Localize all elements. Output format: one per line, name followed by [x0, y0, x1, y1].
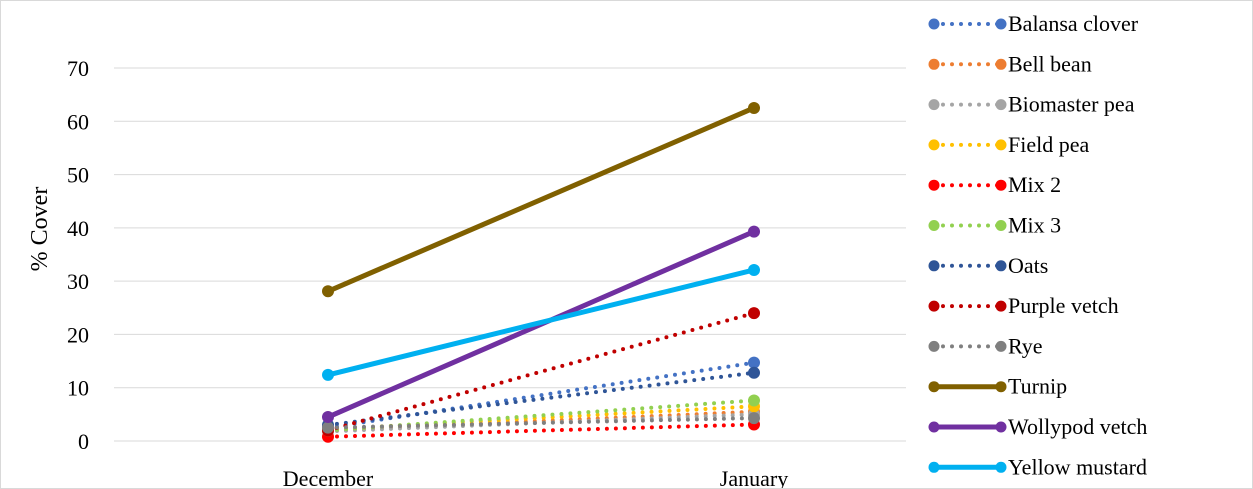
legend-label: Bell bean: [1008, 51, 1092, 76]
series-bell-bean: [322, 405, 760, 437]
x-tick-label: December: [283, 466, 374, 488]
legend-marker: [995, 179, 1007, 191]
legend-entry: Rye: [928, 333, 1043, 358]
series-field-pea: [322, 400, 760, 436]
legend-marker: [928, 220, 940, 231]
series-mix-2: [322, 418, 760, 443]
legend-entry: Mix 3: [928, 213, 1061, 238]
legend-marker: [928, 340, 940, 352]
y-tick-label: 10: [67, 376, 89, 401]
legend-entry: Biomaster pea: [928, 92, 1135, 117]
data-point: [322, 368, 334, 381]
legend-marker: [995, 381, 1007, 393]
data-point: [748, 263, 760, 276]
legend-marker: [928, 58, 940, 70]
y-tick-label: 20: [67, 322, 89, 347]
legend-label: Biomaster pea: [1008, 92, 1135, 117]
series-line: [326, 311, 756, 433]
y-tick-label: 40: [67, 216, 89, 241]
x-axis-ticks: December January: [283, 466, 788, 488]
data-point: [322, 411, 334, 424]
y-axis-label: % Cover: [27, 187, 53, 272]
legend-marker: [928, 99, 940, 111]
legend-marker: [995, 58, 1007, 70]
legend-label: Field pea: [1008, 132, 1089, 157]
legend-marker: [928, 421, 940, 433]
legend-marker: [995, 99, 1007, 111]
legend-marker: [928, 139, 940, 151]
data-point: [748, 412, 760, 425]
legend-entry: Purple vetch: [928, 293, 1119, 318]
legend-entry: Oats: [928, 253, 1048, 278]
legend-label: Turnip: [1008, 374, 1067, 399]
data-point: [748, 356, 760, 369]
y-tick-label: 60: [67, 109, 89, 134]
series-line: [326, 412, 756, 434]
legend-marker: [995, 220, 1007, 231]
x-tick-label: January: [720, 466, 788, 488]
legend-marker: [995, 461, 1007, 473]
series-oats: [322, 366, 760, 432]
legend-label: Wollypod vetch: [1008, 414, 1147, 439]
legend-label: Mix 3: [1008, 213, 1061, 238]
series-lines: [322, 101, 760, 443]
legend-marker: [995, 18, 1007, 30]
legend-entry: Turnip: [928, 374, 1067, 399]
legend-entry: Bell bean: [928, 51, 1092, 76]
legend-entry: Balansa clover: [928, 11, 1139, 36]
legend: Balansa clover Bell bean Biomaster pea Fiel…: [928, 11, 1147, 479]
y-tick-label: 70: [67, 56, 89, 81]
legend-label: Balansa clover: [1008, 11, 1139, 36]
data-point: [748, 394, 760, 407]
data-point: [748, 225, 760, 238]
legend-marker: [995, 421, 1007, 433]
legend-entry: Yellow mustard: [928, 454, 1147, 479]
data-point: [748, 101, 760, 114]
y-tick-label: 50: [67, 163, 89, 188]
gridlines: [114, 67, 906, 442]
legend-marker: [995, 139, 1007, 151]
series-line: [326, 422, 756, 439]
legend-marker: [928, 381, 940, 393]
data-point: [748, 366, 760, 379]
data-point: [322, 421, 334, 434]
legend-marker: [928, 179, 940, 191]
y-axis-ticks: 0 10 20 30 40 50 60 70: [67, 56, 89, 454]
y-tick-label: 30: [67, 269, 89, 294]
y-tick-label: 0: [78, 429, 89, 454]
legend-marker: [928, 260, 940, 272]
legend-label: Yellow mustard: [1008, 454, 1147, 479]
series-rye: [322, 412, 760, 434]
legend-label: Mix 2: [1008, 172, 1061, 197]
legend-marker: [928, 18, 940, 30]
series-mix-3: [322, 394, 760, 437]
series-line: [325, 267, 757, 378]
legend-label: Purple vetch: [1008, 293, 1119, 318]
series-line: [326, 370, 756, 428]
data-point: [322, 285, 334, 298]
series-yellow-mustard: [322, 263, 760, 381]
legend-marker: [928, 461, 940, 473]
series-turnip: [322, 101, 760, 298]
legend-marker: [995, 300, 1007, 312]
series-line: [325, 105, 757, 294]
legend-entry: Mix 2: [928, 172, 1061, 197]
series-balansa-clover: [322, 356, 760, 434]
legend-label: Rye: [1008, 333, 1043, 358]
legend-marker: [928, 300, 940, 312]
legend-label: Oats: [1008, 253, 1048, 278]
legend-marker: [995, 340, 1007, 352]
legend-entry: Wollypod vetch: [928, 414, 1147, 439]
legend-entry: Field pea: [928, 132, 1089, 157]
data-point: [748, 307, 760, 320]
legend-marker: [995, 260, 1007, 272]
series-line: [326, 416, 756, 430]
